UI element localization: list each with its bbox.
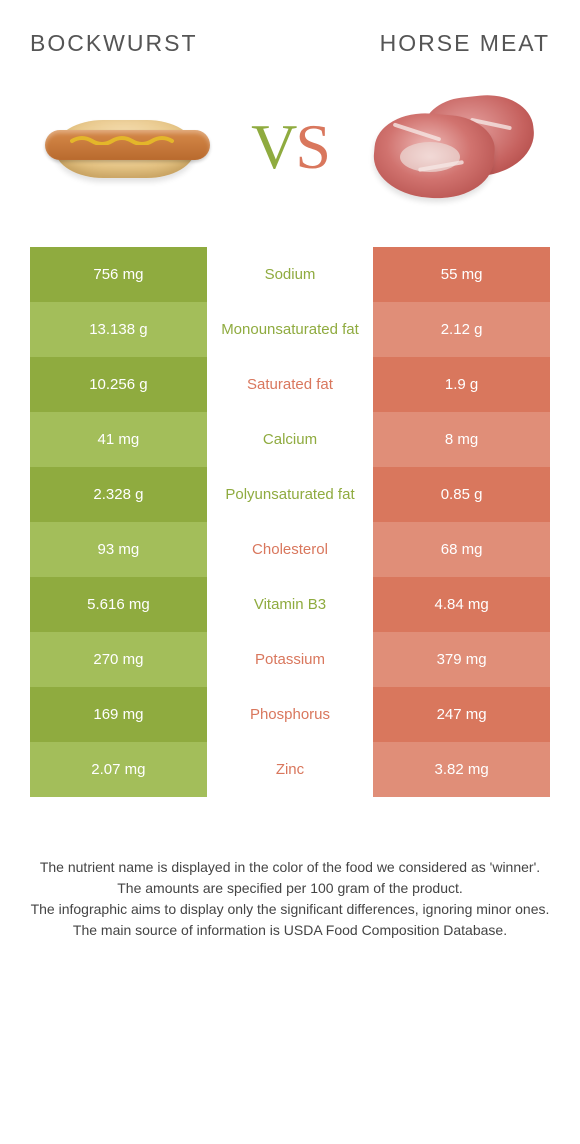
header-row: Bockwurst Horse meat <box>30 30 550 57</box>
nutrient-table: 756 mgSodium55 mg13.138 gMonounsaturated… <box>30 247 550 797</box>
footnote-line: The infographic aims to display only the… <box>30 899 550 920</box>
nutrient-row: 2.07 mgZinc3.82 mg <box>30 742 550 797</box>
nutrient-label: Vitamin B3 <box>207 577 373 632</box>
title-right: Horse meat <box>380 30 550 57</box>
vs-label: VS <box>251 110 329 184</box>
left-value: 2.07 mg <box>30 742 207 797</box>
left-value: 169 mg <box>30 687 207 742</box>
right-value: 247 mg <box>373 687 550 742</box>
right-value: 8 mg <box>373 412 550 467</box>
nutrient-label: Calcium <box>207 412 373 467</box>
bockwurst-image <box>30 87 220 207</box>
nutrient-row: 2.328 gPolyunsaturated fat0.85 g <box>30 467 550 522</box>
left-value: 5.616 mg <box>30 577 207 632</box>
vs-letter-v: V <box>251 111 295 182</box>
nutrient-label: Saturated fat <box>207 357 373 412</box>
left-value: 93 mg <box>30 522 207 577</box>
left-value: 2.328 g <box>30 467 207 522</box>
images-row: VS <box>30 87 550 207</box>
nutrient-row: 41 mgCalcium8 mg <box>30 412 550 467</box>
left-value: 756 mg <box>30 247 207 302</box>
nutrient-label: Potassium <box>207 632 373 687</box>
nutrient-label: Phosphorus <box>207 687 373 742</box>
nutrient-label: Monounsaturated fat <box>207 302 373 357</box>
nutrient-row: 756 mgSodium55 mg <box>30 247 550 302</box>
meat-illustration <box>370 92 540 202</box>
footnote-line: The main source of information is USDA F… <box>30 920 550 941</box>
right-value: 4.84 mg <box>373 577 550 632</box>
title-left: Bockwurst <box>30 30 198 57</box>
footnote-line: The amounts are specified per 100 gram o… <box>30 878 550 899</box>
right-value: 55 mg <box>373 247 550 302</box>
left-value: 41 mg <box>30 412 207 467</box>
footnotes: The nutrient name is displayed in the co… <box>30 857 550 941</box>
nutrient-label: Polyunsaturated fat <box>207 467 373 522</box>
nutrient-row: 13.138 gMonounsaturated fat2.12 g <box>30 302 550 357</box>
hotdog-illustration <box>40 102 210 192</box>
nutrient-row: 10.256 gSaturated fat1.9 g <box>30 357 550 412</box>
left-value: 270 mg <box>30 632 207 687</box>
nutrient-row: 169 mgPhosphorus247 mg <box>30 687 550 742</box>
horsemeat-image <box>360 87 550 207</box>
right-value: 68 mg <box>373 522 550 577</box>
nutrient-row: 270 mgPotassium379 mg <box>30 632 550 687</box>
right-value: 1.9 g <box>373 357 550 412</box>
nutrient-row: 93 mgCholesterol68 mg <box>30 522 550 577</box>
left-value: 10.256 g <box>30 357 207 412</box>
vs-letter-s: S <box>295 111 329 182</box>
right-value: 379 mg <box>373 632 550 687</box>
nutrient-label: Zinc <box>207 742 373 797</box>
nutrient-label: Cholesterol <box>207 522 373 577</box>
right-value: 3.82 mg <box>373 742 550 797</box>
nutrient-row: 5.616 mgVitamin B34.84 mg <box>30 577 550 632</box>
nutrient-label: Sodium <box>207 247 373 302</box>
left-value: 13.138 g <box>30 302 207 357</box>
footnote-line: The nutrient name is displayed in the co… <box>30 857 550 878</box>
right-value: 0.85 g <box>373 467 550 522</box>
infographic-container: Bockwurst Horse meat VS <box>0 0 580 961</box>
right-value: 2.12 g <box>373 302 550 357</box>
